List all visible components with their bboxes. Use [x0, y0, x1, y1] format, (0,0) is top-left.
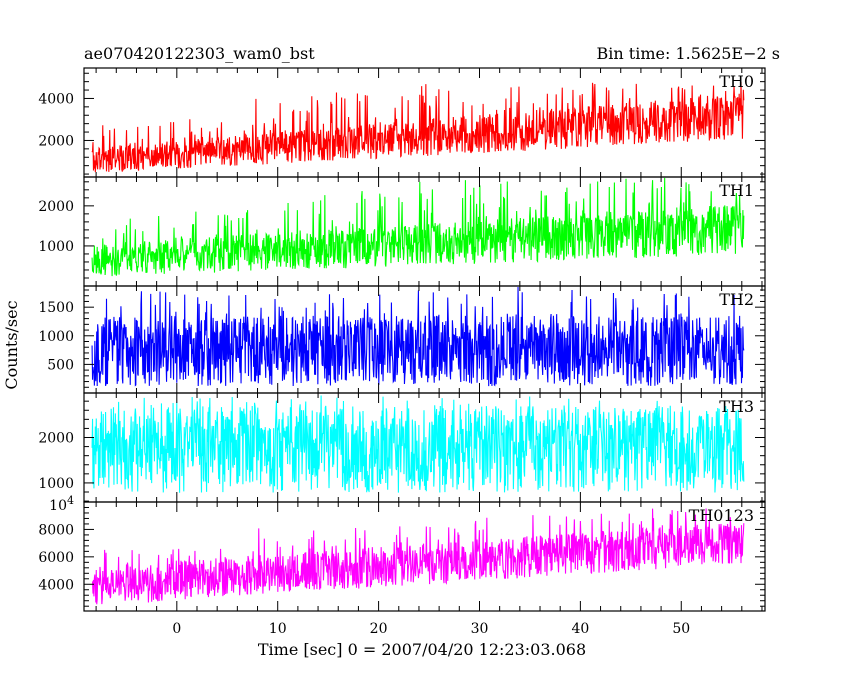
panel-th0: 2000 4000 TH0	[38, 67, 766, 178]
panel-th1: 1000 2000 TH1	[38, 176, 766, 287]
series-label: TH0	[719, 72, 754, 91]
x-tick-label: 50	[672, 621, 690, 637]
y-tick-label: 1000	[38, 329, 74, 345]
x-tick-label: 10	[269, 621, 287, 637]
series-th0123	[91, 508, 745, 605]
panel-th2: 500 1000 1500 TH2	[38, 285, 766, 394]
x-tick-label: 40	[571, 621, 589, 637]
y-tick-label: 4000	[38, 91, 74, 107]
y-tick-label: 2000	[38, 133, 74, 149]
series-label: TH2	[719, 290, 754, 309]
x-tick-label: 20	[370, 621, 388, 637]
series-th2	[91, 286, 745, 387]
y-tick-label: 8000	[38, 522, 74, 538]
x-tick-label: 30	[471, 621, 489, 637]
y-tick-label: 500	[47, 357, 74, 373]
y-axis-label: Counts/sec	[2, 300, 21, 389]
x-tick-label: 0	[172, 621, 181, 637]
y-tick-label: 2000	[38, 431, 74, 447]
y-tick-label: 1000	[38, 239, 74, 255]
figure-title: ae070420122303_wam0_bst	[84, 44, 315, 63]
series-label: TH1	[719, 181, 754, 200]
y-tick-label: 2000	[38, 199, 74, 215]
y-tick-label: 1000	[38, 476, 74, 492]
series-label: TH0123	[689, 506, 754, 525]
y-tick-label: 4000	[38, 577, 74, 593]
panel-th0123: 4000 6000 8000 TH0123 104	[38, 494, 766, 612]
series-th0	[91, 81, 745, 173]
bin-time-label: Bin time: 1.5625E−2 s	[597, 44, 780, 63]
y-tick-label: 6000	[38, 550, 74, 566]
panel-th3: 1000 2000 TH3	[38, 392, 766, 503]
x-axis-label: Time [sec] 0 = 2007/04/20 12:23:03.068	[258, 640, 586, 659]
y-scale-label: 104	[49, 494, 74, 514]
series-th1	[91, 177, 745, 277]
series-th3	[91, 395, 745, 493]
y-tick-label: 1500	[38, 300, 74, 316]
series-label: TH3	[719, 397, 754, 416]
